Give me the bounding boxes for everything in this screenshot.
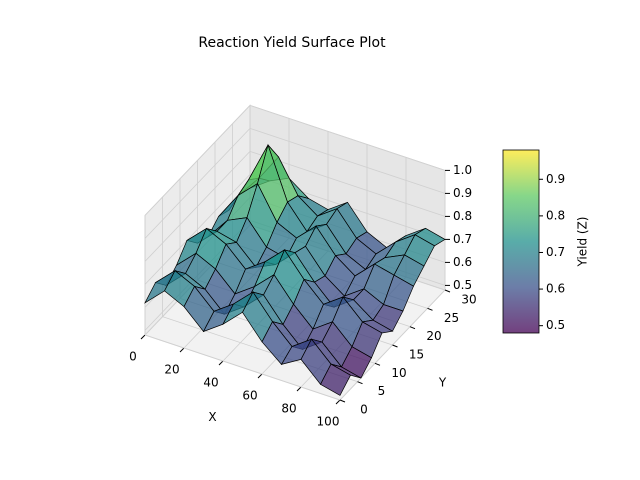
y-tick-label: 30	[461, 293, 476, 307]
z-tick-label: 0.5	[453, 278, 472, 292]
x-tick-label: 20	[164, 363, 179, 377]
grid-line	[249, 151, 446, 217]
x-tick-label: 80	[281, 402, 296, 416]
y-axis-label: Y	[438, 376, 447, 390]
y-tick	[392, 344, 398, 348]
z-tick-label: 0.9	[453, 186, 472, 200]
grid-line	[144, 128, 251, 239]
x-tick	[296, 386, 302, 392]
y-tick	[427, 307, 433, 311]
y-tick	[444, 289, 451, 293]
grid-line	[249, 105, 446, 171]
x-tick	[257, 373, 263, 379]
z-tick-label: 1.0	[453, 163, 472, 177]
y-tick-label: 25	[444, 311, 459, 325]
y-tick-label: 0	[360, 403, 368, 417]
colorbar-tick-label: 0.5	[546, 318, 565, 332]
y-tick-label: 20	[426, 329, 441, 343]
x-tick	[335, 399, 341, 405]
x-axis-label: X	[208, 410, 216, 424]
colorbar-tick-label: 0.9	[546, 172, 565, 186]
colorbar-label: Yield (Z)	[576, 217, 590, 268]
colorbar-tick-label: 0.7	[546, 245, 565, 259]
x-tick-label: 60	[242, 389, 257, 403]
grid-line	[144, 174, 251, 285]
y-tick	[357, 381, 363, 385]
x-tick	[140, 334, 146, 340]
grid-line	[144, 334, 341, 401]
y-tick-label: 10	[391, 366, 406, 380]
colorbar-tick-label: 0.8	[546, 208, 565, 222]
z-tick-label: 0.7	[453, 232, 472, 246]
y-tick	[409, 326, 416, 330]
x-tick	[218, 360, 224, 366]
z-tick-label: 0.6	[453, 255, 472, 269]
x-tick-label: 100	[317, 415, 340, 429]
y-tick-label: 15	[409, 348, 424, 362]
y-tick	[339, 399, 346, 403]
chart-title: Reaction Yield Surface Plot	[198, 35, 386, 51]
grid-line	[144, 151, 251, 262]
surface-patch	[320, 363, 351, 396]
grid-line	[249, 128, 446, 194]
y-tick	[374, 362, 381, 366]
colorbar-tick-label: 0.6	[546, 282, 565, 296]
y-tick-label: 5	[378, 384, 386, 398]
z-tick-label: 0.8	[453, 209, 472, 223]
x-tick	[179, 347, 185, 353]
grid-line	[144, 105, 251, 216]
x-tick-label: 0	[129, 350, 137, 364]
x-tick-label: 40	[203, 376, 218, 390]
colorbar	[502, 149, 540, 334]
